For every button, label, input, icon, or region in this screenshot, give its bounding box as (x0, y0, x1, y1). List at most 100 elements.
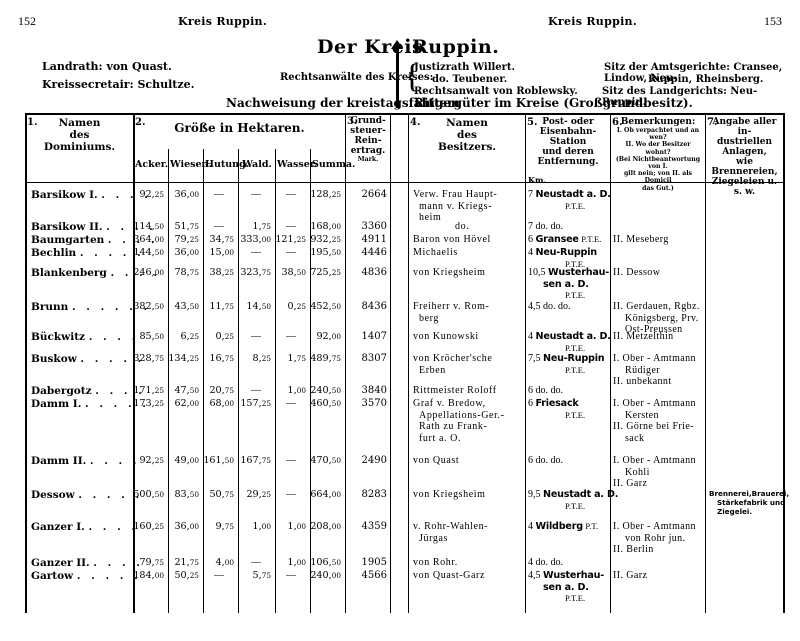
cell-wald: — (251, 385, 261, 396)
dominium-label: Barsikow I. (31, 189, 98, 201)
subcol-head-wasser: Wasser. (277, 159, 318, 170)
lawyer-2: do. Teubener. (432, 74, 508, 85)
cell-acker: 85,50 (139, 331, 164, 342)
cell-grundsteuer-reinertrag: 4911 (361, 234, 387, 245)
cell-wiesen: 79,25 (174, 234, 199, 245)
dominium-label: Barsikow II. (31, 221, 103, 233)
cell-summa: 460,50 (310, 398, 341, 409)
cell-wald: — (251, 557, 261, 568)
cell-summa: 92,00 (316, 331, 341, 342)
cell-acker: 79,75 (139, 557, 164, 568)
cell-acker: 500,50 (133, 489, 164, 500)
col-rule-gutter (408, 113, 409, 613)
lawyer-1: Justizrath Willert. (414, 62, 516, 73)
running-title-right: Kreis Ruppin. (548, 15, 637, 28)
cell-acker: 171,25 (133, 385, 164, 396)
cell-owner-line: berg (419, 312, 439, 324)
cell-post-station-line: 4,5 Wusterhau- (528, 570, 605, 581)
cell-acker: 173,25 (133, 398, 164, 409)
col-rule-5 (610, 113, 611, 613)
cell-post-station-line: 4 Wildberg P.T. (528, 521, 599, 532)
dominium-label: Buskow (31, 353, 77, 365)
dominium-label: Gartow (31, 570, 74, 582)
subtitle-right: Rittergüter im Kreise (Großgrundbesitz). (414, 96, 693, 110)
dominium-label: Damm II. (31, 455, 87, 467)
cell-wasser: 1,00 (287, 521, 306, 532)
leader-dots: . . . . . (80, 353, 145, 365)
cell-wasser: — (286, 570, 296, 581)
cell-hutung: 9,75 (215, 521, 234, 532)
cell-post-station-line: 6 do. do. (528, 455, 563, 466)
cell-remark-line: II. Metzelthin (613, 331, 674, 342)
masthead: Der Kreis Ruppin. Landrath: von Quast. K… (0, 34, 800, 110)
cell-owner-line: von Kriegsheim (413, 267, 486, 278)
cell-summa: 106,50 (310, 557, 341, 568)
col-rule-3 (390, 113, 391, 613)
col-rule-4 (525, 113, 526, 613)
landgericht-line: Sitz des Landgerichts: Neu-Ruppin. (602, 86, 758, 108)
cell-remark-line: II. Garz (613, 478, 648, 490)
cell-wiesen: 43,50 (174, 301, 199, 312)
leader-dots: . . . . (101, 189, 152, 201)
cell-wald: 5,75 (252, 570, 271, 581)
col-head-3: 3. Grund- steuer- Rein- ertrag. Mark. (347, 116, 386, 163)
cell-wiesen: 134,25 (168, 353, 199, 364)
cell-post-station-line: sen a. D. (543, 581, 589, 593)
cell-wasser: 1,75 (287, 353, 306, 364)
cell-remark-line: II. unbekannt (613, 376, 672, 388)
cell-remark-line: I. Ober - Amtmann (613, 353, 696, 364)
lawyer-3: Rechtsanwalt von Roblewsky. (414, 86, 578, 97)
cell-acker: 160,25 (133, 521, 164, 532)
cell-remark-line: I. Ober - Amtmann (613, 398, 696, 409)
amtsgerichte-line-2: Ruppin, Rheinsberg. (648, 74, 764, 85)
cell-grundsteuer-reinertrag: 8283 (361, 489, 387, 500)
cell-grundsteuer-reinertrag: 4359 (361, 521, 387, 532)
cell-acker: 92,25 (139, 189, 164, 200)
cell-wiesen: 78,75 (174, 267, 199, 278)
cell-post-station-line: P.T.E. (565, 200, 586, 211)
cell-wald: 157,25 (240, 398, 271, 409)
leader-dots: . . . . . (76, 570, 142, 582)
cell-wasser: — (286, 398, 296, 409)
cell-hutung: 20,75 (209, 385, 234, 396)
cell-wasser: — (286, 221, 296, 232)
rittergueter-table: 1. Namen des Dominiums. 2. Größe in Hekt… (25, 113, 789, 625)
cell-wald: 323,75 (240, 267, 271, 278)
cell-remark-line: Kohli (625, 466, 650, 478)
row-dominium-name: Damm I. . . . . . (31, 398, 149, 410)
cell-summa: 725,25 (310, 267, 341, 278)
cell-wiesen: 49,00 (174, 455, 199, 466)
kreissecretair-line: Kreissecretair: Schultze. (42, 78, 195, 91)
cell-wald: 167,75 (240, 455, 271, 466)
cell-acker: 246,00 (133, 267, 164, 278)
cell-wasser: 38,50 (281, 267, 306, 278)
dominium-label: Baumgarten (31, 234, 105, 246)
cell-summa: 208,00 (310, 521, 341, 532)
cell-post-station-line: 7 Neustadt a. D. (528, 189, 611, 200)
cell-grundsteuer-reinertrag: 2490 (361, 455, 387, 466)
table-top-rule (25, 113, 785, 115)
running-head: 152 Kreis Ruppin. Kreis Ruppin. 153 (0, 14, 800, 30)
leader-dots: . . . . . (79, 247, 145, 259)
cell-wiesen: 36,00 (174, 189, 199, 200)
cell-grundsteuer-reinertrag: 3360 (361, 221, 387, 232)
cell-owner-line: v. Rohr-Wahlen- (413, 521, 489, 532)
landrath-line: Landrath: von Quast. (42, 60, 172, 73)
cell-owner-line: Erben (419, 364, 446, 376)
subcol-head-acker: Acker. (135, 159, 169, 170)
cell-grundsteuer-reinertrag: 4836 (361, 267, 387, 278)
col-head-6: 6. Bemerkungen: I. Ob verpachtet und an … (612, 117, 701, 192)
leader-dots: . . . . (88, 521, 139, 533)
cell-wasser: 0,25 (287, 301, 306, 312)
cell-hutung: 4,00 (215, 557, 234, 568)
cell-hutung: 16,75 (209, 353, 234, 364)
subcol-head-wiesen: Wiesen. (170, 159, 212, 170)
col-head-4: 4. Namen des Besitzers. (410, 117, 497, 153)
cell-hutung: 38,25 (209, 267, 234, 278)
cell-grundsteuer-reinertrag: 4446 (361, 247, 387, 258)
cell-post-station-line: P.T.E. (565, 593, 586, 604)
cell-grundsteuer-reinertrag: 1905 (361, 557, 387, 568)
cell-grundsteuer-reinertrag: 8307 (361, 353, 387, 364)
subtitle-left: Nachweisung der kreistagsfähigen (226, 96, 460, 110)
cell-industry-line: Stärkefabrik und (717, 498, 786, 507)
